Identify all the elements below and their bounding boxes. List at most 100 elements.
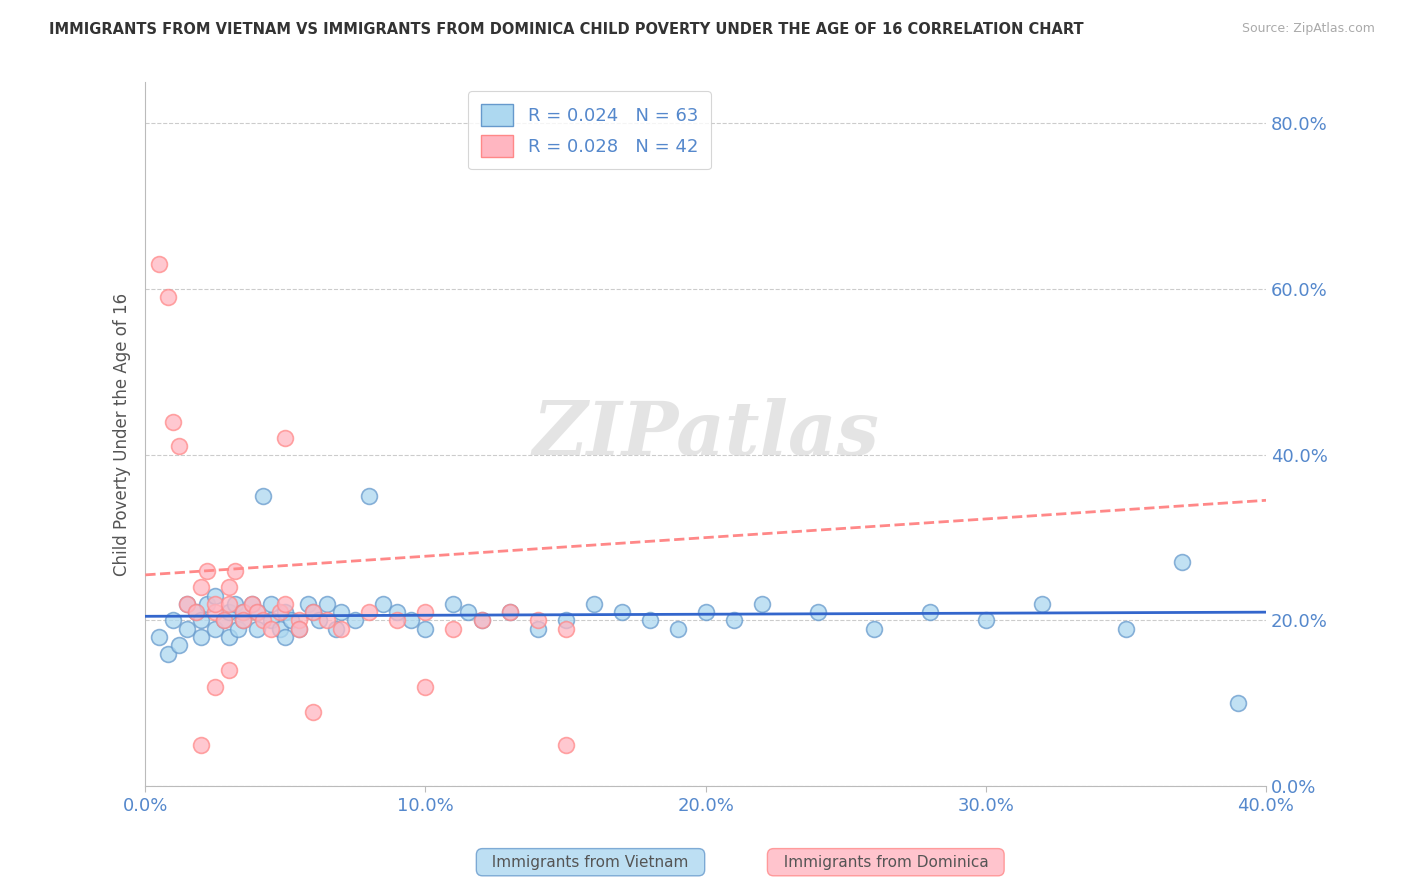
Point [204,680,226,694]
Point [415,680,437,694]
Point [252,614,274,628]
Point [415,622,437,636]
Point [162,415,184,429]
Point [204,597,226,611]
Point [148,630,170,644]
Point [344,614,367,628]
Point [274,431,297,445]
Point [1226,696,1249,710]
Point [308,614,330,628]
Point [204,589,226,603]
Text: Immigrants from Vietnam: Immigrants from Vietnam [482,855,699,870]
Point [240,597,263,611]
Text: Immigrants from Dominica: Immigrants from Dominica [773,855,998,870]
Point [212,614,235,628]
Point [190,738,212,752]
Point [204,622,226,636]
Point [526,622,548,636]
Point [297,597,319,611]
Point [224,597,246,611]
Point [246,605,269,619]
Point [260,597,283,611]
Point [526,614,548,628]
Point [162,614,184,628]
Point [274,605,297,619]
Point [862,622,884,636]
Point [498,605,520,619]
Point [918,605,941,619]
Point [974,614,997,628]
Y-axis label: Child Poverty Under the Age of 16: Child Poverty Under the Age of 16 [114,293,131,575]
Point [807,605,830,619]
Point [156,290,179,304]
Point [212,614,235,628]
Point [359,489,381,503]
Text: ZIPatlas: ZIPatlas [533,398,879,470]
Point [554,622,576,636]
Point [190,614,212,628]
Point [554,738,576,752]
Point [1171,556,1194,570]
Point [457,605,479,619]
Point [280,614,302,628]
Point [666,622,689,636]
Point [288,614,311,628]
Point [443,622,465,636]
Point [288,622,311,636]
Point [195,564,218,578]
Point [232,605,254,619]
Text: Source: ZipAtlas.com: Source: ZipAtlas.com [1241,22,1375,36]
Point [1115,622,1137,636]
Point [252,489,274,503]
Point [218,597,240,611]
Point [415,605,437,619]
Point [288,622,311,636]
Point [218,663,240,677]
Point [387,605,409,619]
Point [184,605,207,619]
Point [498,605,520,619]
Point [274,630,297,644]
Point [176,597,198,611]
Point [325,622,347,636]
Point [156,647,179,661]
Point [302,605,325,619]
Point [274,597,297,611]
Point [638,614,661,628]
Point [373,597,395,611]
Point [184,605,207,619]
Point [190,580,212,594]
Point [269,622,291,636]
Point [443,597,465,611]
Point [148,257,170,271]
Point [751,597,773,611]
Point [387,614,409,628]
Point [695,605,717,619]
Point [260,614,283,628]
Point [195,597,218,611]
Point [582,597,605,611]
Point [167,440,190,454]
Point [224,564,246,578]
Point [554,614,576,628]
Point [302,705,325,719]
Text: IMMIGRANTS FROM VIETNAM VS IMMIGRANTS FROM DOMINICA CHILD POVERTY UNDER THE AGE : IMMIGRANTS FROM VIETNAM VS IMMIGRANTS FR… [49,22,1084,37]
Point [401,614,423,628]
Point [167,638,190,652]
Point [226,622,249,636]
Point [610,605,633,619]
Point [232,614,254,628]
Point [269,605,291,619]
Point [176,622,198,636]
Point [232,605,254,619]
Point [176,597,198,611]
Point [260,622,283,636]
Point [246,622,269,636]
Point [359,605,381,619]
Point [204,605,226,619]
Point [723,614,745,628]
Point [232,614,254,628]
Point [316,597,339,611]
Point [470,614,492,628]
Point [240,597,263,611]
